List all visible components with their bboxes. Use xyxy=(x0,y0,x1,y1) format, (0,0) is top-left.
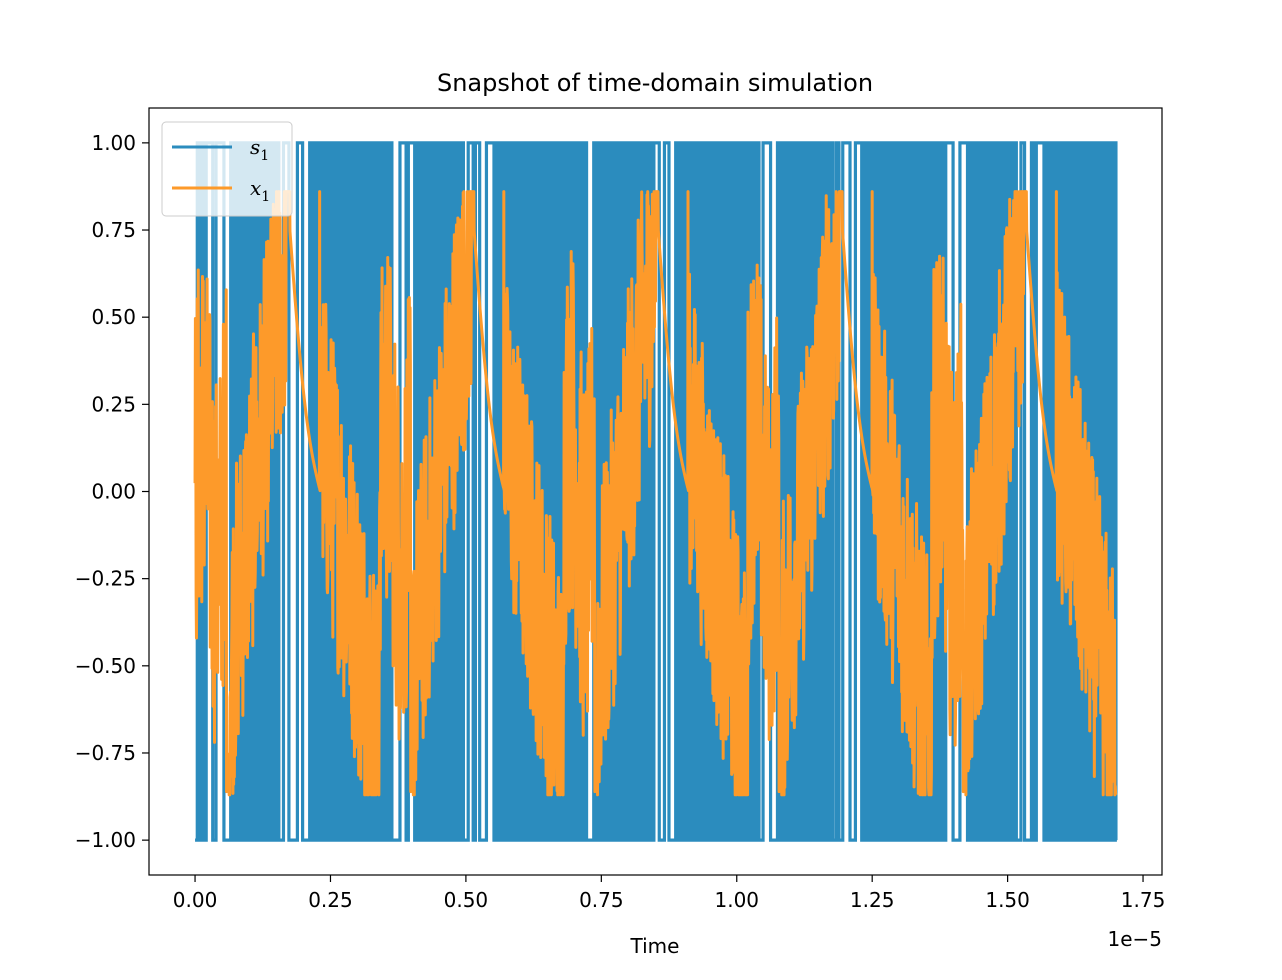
legend-box xyxy=(161,121,293,217)
x-axis-label: Time xyxy=(630,934,680,958)
y-tick-label: −0.50 xyxy=(75,654,136,678)
y-tick-label: −1.00 xyxy=(75,828,136,852)
x-tick-label: 0.25 xyxy=(308,888,353,912)
y-tick-label: 0.75 xyxy=(91,218,136,242)
x-tick-label: 1.00 xyxy=(714,888,759,912)
y-tick-label: 1.00 xyxy=(91,131,136,155)
legend-label-s1: s1 xyxy=(250,135,269,164)
y-tick-label: −0.75 xyxy=(75,741,136,765)
x-tick-label: 1.25 xyxy=(850,888,895,912)
y-axis: −1.00 −0.75 −0.50 −0.25 0.00 0.25 0.50 0.75 1.00 xyxy=(75,131,149,852)
series-s1-path xyxy=(195,141,1118,842)
legend: s1 x1 xyxy=(161,121,293,217)
y-tick-label: 0.50 xyxy=(91,305,136,329)
x-tick-label: 0.75 xyxy=(579,888,624,912)
chart-title: Snapshot of time-domain simulation xyxy=(437,69,873,97)
x-axis: 0.00 0.25 0.50 0.75 1.00 1.25 1.50 1.75 xyxy=(173,875,1166,912)
x-axis-offset-label: 1e−5 xyxy=(1107,927,1162,951)
legend-label-x1: x1 xyxy=(250,176,270,205)
x-tick-label: 1.50 xyxy=(985,888,1030,912)
y-tick-label: −0.25 xyxy=(75,567,136,591)
series-s1-line xyxy=(195,141,1118,842)
legend-label-x1-main: x xyxy=(250,176,261,200)
legend-label-s1-main: s xyxy=(250,135,260,159)
series-x1-line xyxy=(193,190,1118,797)
plot-area xyxy=(193,141,1118,842)
series-x1-path xyxy=(193,190,1118,797)
legend-label-x1-sub: 1 xyxy=(261,189,270,205)
x-tick-label: 0.00 xyxy=(173,888,218,912)
x-tick-label: 1.75 xyxy=(1121,888,1166,912)
y-tick-label: 0.00 xyxy=(91,480,136,504)
x-tick-label: 0.50 xyxy=(444,888,489,912)
legend-label-s1-sub: 1 xyxy=(260,148,269,164)
y-tick-label: 0.25 xyxy=(91,392,136,416)
